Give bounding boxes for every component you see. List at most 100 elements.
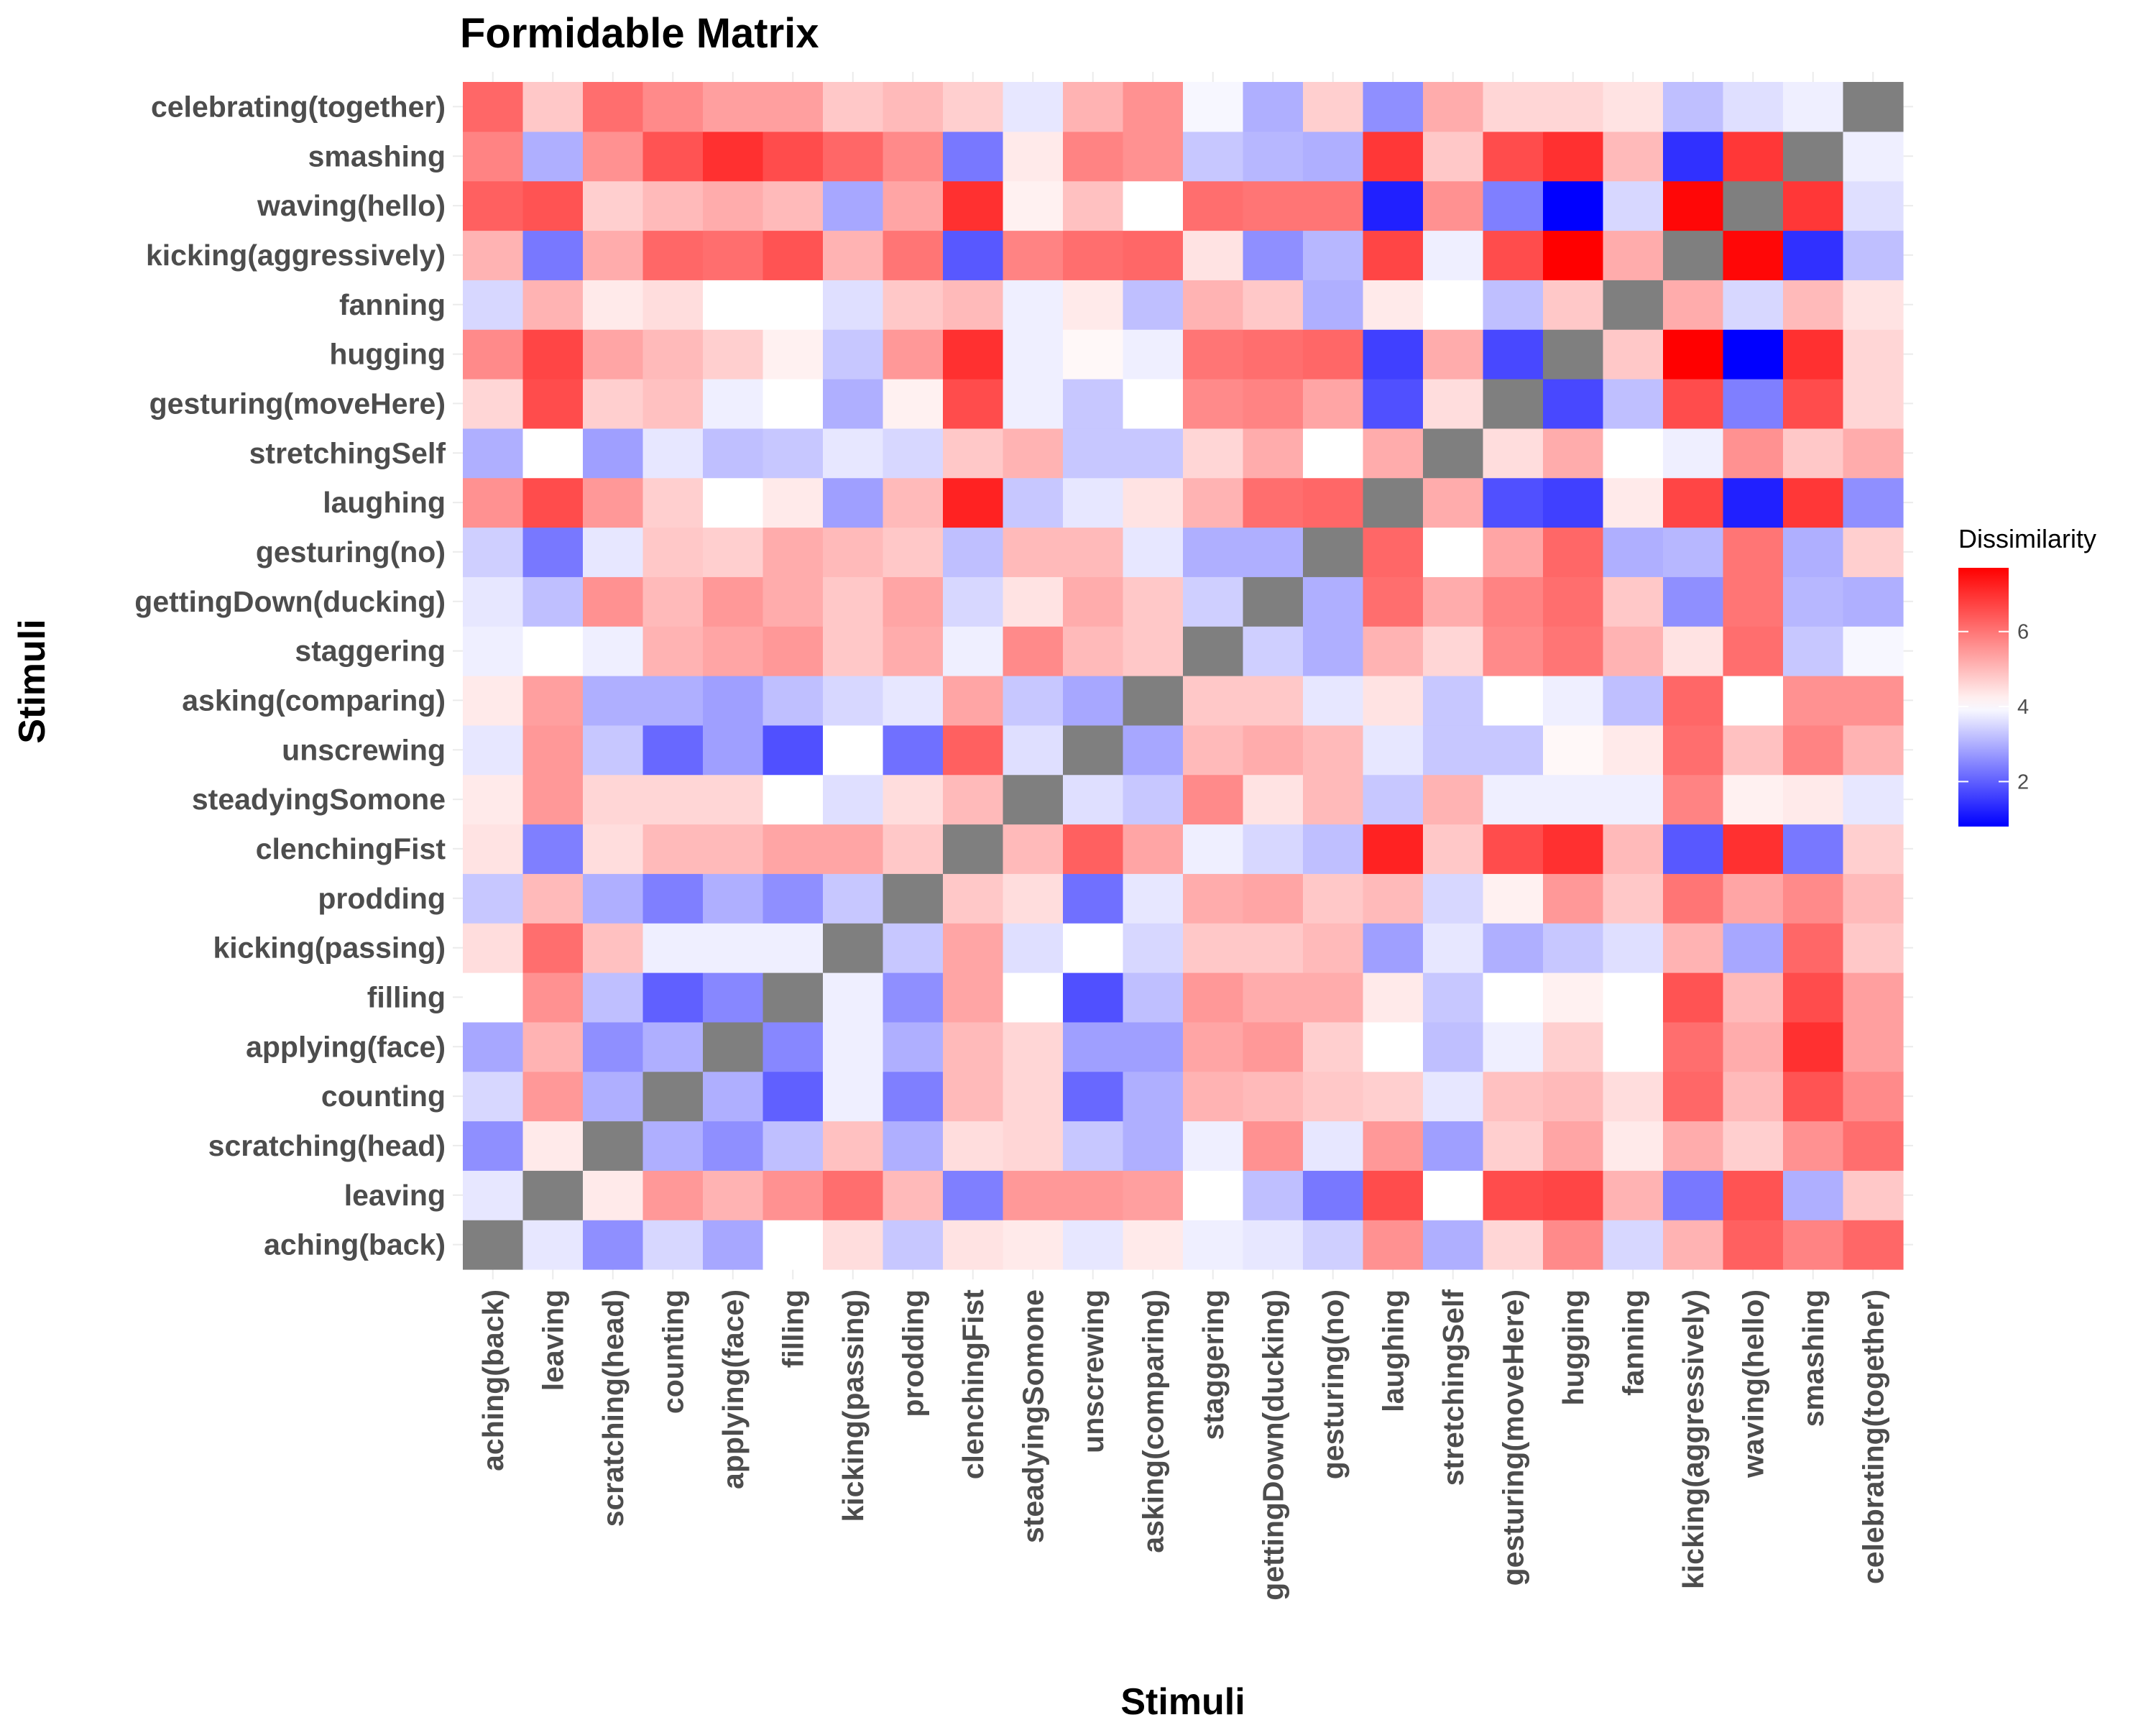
- heatmap-cell: [1243, 527, 1304, 577]
- legend-colorbar: [1958, 568, 2009, 827]
- heatmap-cell: [1303, 230, 1364, 280]
- heatmap-cell: [522, 280, 584, 330]
- heatmap-cell-diagonal: [1423, 428, 1484, 479]
- heatmap-cell: [1423, 676, 1484, 726]
- heatmap-cell: [883, 1170, 944, 1220]
- heatmap-cell: [1303, 1121, 1364, 1171]
- heatmap-cell: [1723, 576, 1784, 627]
- heatmap-cell: [1723, 428, 1784, 479]
- heatmap-cell: [1483, 676, 1544, 726]
- heatmap-cell: [1243, 626, 1304, 676]
- heatmap-cell: [1423, 923, 1484, 973]
- heatmap-cell: [583, 873, 644, 924]
- heatmap-cell: [883, 477, 944, 528]
- heatmap-cell: [1303, 280, 1364, 330]
- heatmap-cell: [823, 1071, 884, 1122]
- heatmap-cell: [823, 824, 884, 874]
- heatmap-cell: [1063, 972, 1124, 1023]
- heatmap-cell: [463, 477, 524, 528]
- heatmap-cell: [463, 576, 524, 627]
- heatmap-cell: [1303, 626, 1364, 676]
- heatmap-cell: [1843, 428, 1904, 479]
- heatmap-cell: [1783, 82, 1844, 132]
- heatmap-cell: [1723, 1170, 1784, 1220]
- heatmap-cell: [1783, 676, 1844, 726]
- heatmap-cell: [583, 379, 644, 429]
- heatmap-cell: [583, 329, 644, 380]
- heatmap-cell-diagonal: [1063, 724, 1124, 776]
- x-tick-label: clenchingFist: [957, 1289, 990, 1480]
- heatmap-cell: [1063, 1220, 1124, 1270]
- heatmap-cell: [1363, 230, 1424, 280]
- heatmap-cell: [642, 972, 704, 1023]
- heatmap-cell: [883, 824, 944, 874]
- heatmap-cell: [1723, 626, 1784, 676]
- heatmap-cell: [1663, 379, 1724, 429]
- heatmap-cell: [1603, 923, 1664, 973]
- heatmap-cell: [763, 329, 824, 380]
- heatmap-cell: [703, 379, 764, 429]
- heatmap-cell: [1723, 82, 1784, 132]
- heatmap-cell: [1303, 873, 1364, 924]
- heatmap-cell: [1123, 972, 1184, 1023]
- heatmap-cell: [522, 1021, 584, 1072]
- heatmap-cell: [522, 82, 584, 132]
- heatmap-cell: [703, 724, 764, 776]
- heatmap-cell: [823, 873, 884, 924]
- heatmap-cell: [1243, 1071, 1304, 1122]
- heatmap-cell: [763, 923, 824, 973]
- heatmap-cell: [823, 379, 884, 429]
- heatmap-cell: [1303, 676, 1364, 726]
- heatmap-cell: [763, 1170, 824, 1220]
- heatmap-cell: [763, 873, 824, 924]
- heatmap-cell: [1843, 1021, 1904, 1072]
- heatmap-cell: [1243, 873, 1304, 924]
- heatmap-cell: [703, 676, 764, 726]
- heatmap-cell: [943, 527, 1004, 577]
- heatmap-cell: [1843, 1121, 1904, 1171]
- heatmap-cell-diagonal: [1123, 676, 1184, 726]
- x-tick-label: scratching(head): [596, 1289, 630, 1527]
- heatmap-cell: [583, 774, 644, 825]
- heatmap-cell: [463, 1071, 524, 1122]
- heatmap-cell: [463, 180, 524, 231]
- heatmap-cell: [1663, 923, 1724, 973]
- heatmap-cell: [1723, 923, 1784, 973]
- heatmap-cell: [1723, 972, 1784, 1023]
- heatmap-cell: [1603, 180, 1664, 231]
- heatmap-cell: [583, 527, 644, 577]
- heatmap-cell: [763, 428, 824, 479]
- heatmap-cell: [1543, 873, 1604, 924]
- heatmap-cell: [883, 131, 944, 182]
- heatmap-cell: [703, 1121, 764, 1171]
- heatmap-cell: [1843, 1170, 1904, 1220]
- y-tick-label: filling: [367, 980, 446, 1013]
- x-tick-label: smashing: [1797, 1289, 1830, 1427]
- heatmap-cell: [463, 1021, 524, 1072]
- heatmap-cell: [943, 774, 1004, 825]
- heatmap-cell: [883, 379, 944, 429]
- legend-ticks: 2 4 6: [1958, 621, 2029, 794]
- heatmap-cell: [1363, 873, 1424, 924]
- heatmap-cell: [1543, 477, 1604, 528]
- heatmap-cell: [522, 180, 584, 231]
- heatmap-cell: [1423, 230, 1484, 280]
- heatmap-cell: [522, 873, 584, 924]
- heatmap-cell: [1723, 774, 1784, 825]
- heatmap-cell: [1123, 1071, 1184, 1122]
- heatmap-cell: [823, 280, 884, 330]
- heatmap-cell: [1363, 1121, 1424, 1171]
- heatmap-cell: [1483, 477, 1544, 528]
- heatmap-cell: [1063, 82, 1124, 132]
- heatmap-cell: [1003, 626, 1064, 676]
- y-tick-label: kicking(aggressively): [146, 239, 446, 272]
- heatmap-cell: [463, 923, 524, 973]
- heatmap-cell: [703, 180, 764, 231]
- heatmap-cell: [1363, 280, 1424, 330]
- heatmap-cell: [522, 477, 584, 528]
- heatmap-cell: [642, 280, 704, 330]
- heatmap-cell: [1543, 1170, 1604, 1220]
- heatmap-cell: [763, 527, 824, 577]
- heatmap-cell: [1003, 131, 1064, 182]
- heatmap-cell: [583, 576, 644, 627]
